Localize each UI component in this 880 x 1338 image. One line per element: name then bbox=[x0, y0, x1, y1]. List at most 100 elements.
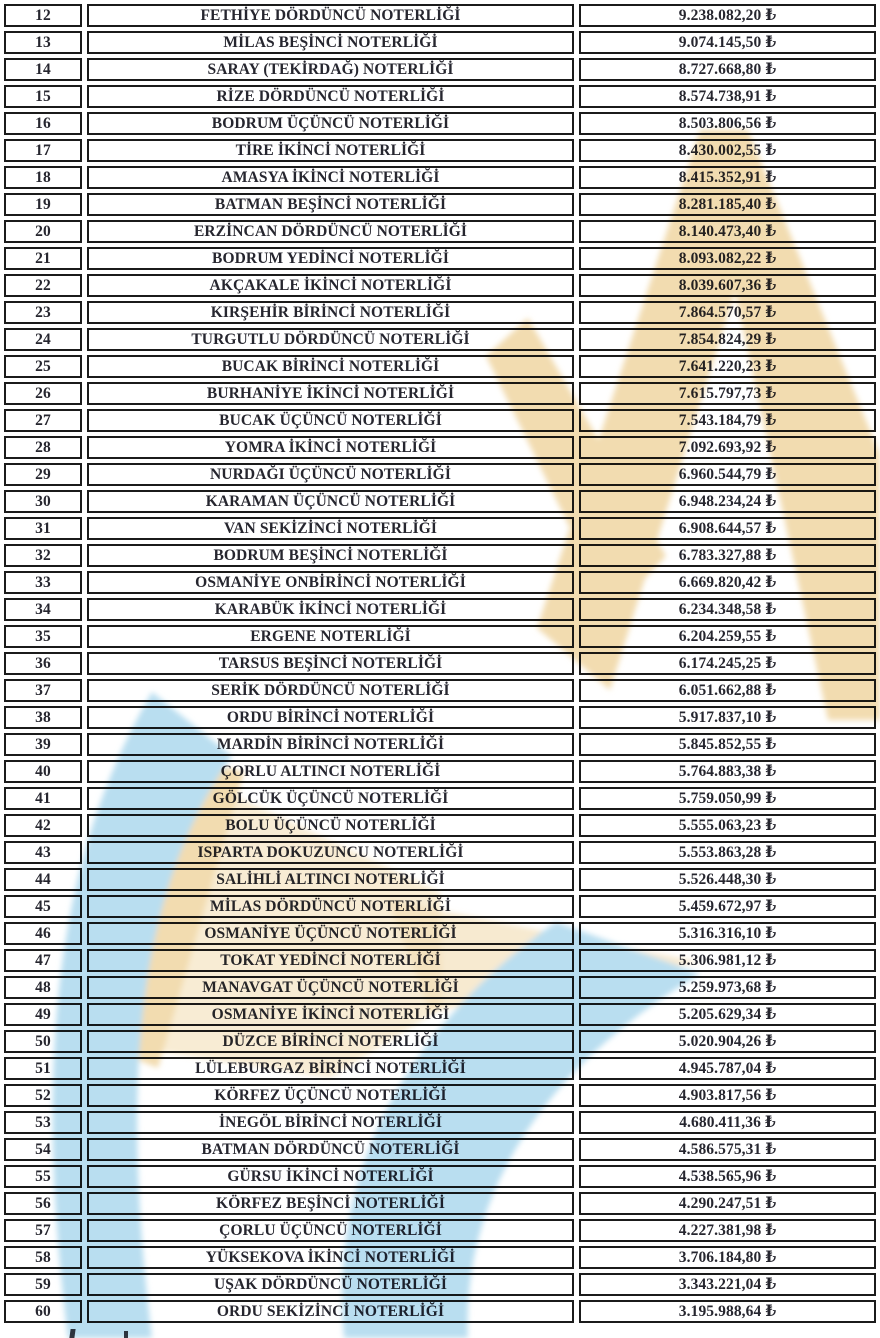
table-row: 39 MARDİN BİRİNCİ NOTERLİĞİ 5.845.852,55… bbox=[4, 733, 876, 756]
amount-cell: 5.306.981,12 ₺ bbox=[579, 949, 876, 972]
rank-cell: 19 bbox=[4, 193, 82, 216]
letter-top-mark bbox=[124, 1331, 128, 1338]
amount-cell: 8.093.082,22 ₺ bbox=[579, 247, 876, 270]
table-row: 40 ÇORLU ALTINCI NOTERLİĞİ 5.764.883,38 … bbox=[4, 760, 876, 783]
table-row: 58 YÜKSEKOVA İKİNCİ NOTERLİĞİ 3.706.184,… bbox=[4, 1246, 876, 1269]
notary-name-cell: TİRE İKİNCİ NOTERLİĞİ bbox=[87, 139, 574, 162]
notary-name-cell: ÇORLU ÜÇÜNCÜ NOTERLİĞİ bbox=[87, 1219, 574, 1242]
notary-name-cell: MİLAS BEŞİNCİ NOTERLİĞİ bbox=[87, 31, 574, 54]
table-row: 25 BUCAK BİRİNCİ NOTERLİĞİ 7.641.220,23 … bbox=[4, 355, 876, 378]
notary-name-cell: FETHİYE DÖRDÜNCÜ NOTERLİĞİ bbox=[87, 4, 574, 27]
amount-cell: 4.290.247,51 ₺ bbox=[579, 1192, 876, 1215]
amount-cell: 8.140.473,40 ₺ bbox=[579, 220, 876, 243]
table-row: 12 FETHİYE DÖRDÜNCÜ NOTERLİĞİ 9.238.082,… bbox=[4, 4, 876, 27]
notary-name-cell: GÜRSU İKİNCİ NOTERLİĞİ bbox=[87, 1165, 574, 1188]
letter-top-mark bbox=[69, 1329, 76, 1338]
table-row: 47 TOKAT YEDİNCİ NOTERLİĞİ 5.306.981,12 … bbox=[4, 949, 876, 972]
notary-name-cell: BURHANİYE İKİNCİ NOTERLİĞİ bbox=[87, 382, 574, 405]
table-row: 54 BATMAN DÖRDÜNCÜ NOTERLİĞİ 4.586.575,3… bbox=[4, 1138, 876, 1161]
amount-cell: 7.092.693,92 ₺ bbox=[579, 436, 876, 459]
amount-cell: 5.316.316,10 ₺ bbox=[579, 922, 876, 945]
rank-cell: 42 bbox=[4, 814, 82, 837]
rank-cell: 12 bbox=[4, 4, 82, 27]
amount-cell: 6.051.662,88 ₺ bbox=[579, 679, 876, 702]
table-row: 24 TURGUTLU DÖRDÜNCÜ NOTERLİĞİ 7.854.824… bbox=[4, 328, 876, 351]
table-row: 55 GÜRSU İKİNCİ NOTERLİĞİ 4.538.565,96 ₺ bbox=[4, 1165, 876, 1188]
amount-cell: 8.574.738,91 ₺ bbox=[579, 85, 876, 108]
notary-name-cell: ISPARTA DOKUZUNCU NOTERLİĞİ bbox=[87, 841, 574, 864]
table-row: 19 BATMAN BEŞİNCİ NOTERLİĞİ 8.281.185,40… bbox=[4, 193, 876, 216]
table-row: 51 LÜLEBURGAZ BİRİNCİ NOTERLİĞİ 4.945.78… bbox=[4, 1057, 876, 1080]
notary-name-cell: SARAY (TEKİRDAĞ) NOTERLİĞİ bbox=[87, 58, 574, 81]
amount-cell: 6.783.327,88 ₺ bbox=[579, 544, 876, 567]
amount-cell: 7.864.570,57 ₺ bbox=[579, 301, 876, 324]
notary-name-cell: BOLU ÜÇÜNCÜ NOTERLİĞİ bbox=[87, 814, 574, 837]
notary-name-cell: İNEGÖL BİRİNCİ NOTERLİĞİ bbox=[87, 1111, 574, 1134]
amount-cell: 3.343.221,04 ₺ bbox=[579, 1273, 876, 1296]
amount-cell: 5.764.883,38 ₺ bbox=[579, 760, 876, 783]
rank-cell: 55 bbox=[4, 1165, 82, 1188]
amount-cell: 5.020.904,26 ₺ bbox=[579, 1030, 876, 1053]
amount-cell: 7.615.797,73 ₺ bbox=[579, 382, 876, 405]
amount-cell: 9.074.145,50 ₺ bbox=[579, 31, 876, 54]
amount-cell: 9.238.082,20 ₺ bbox=[579, 4, 876, 27]
notary-name-cell: OSMANİYE ONBİRİNCİ NOTERLİĞİ bbox=[87, 571, 574, 594]
amount-cell: 5.917.837,10 ₺ bbox=[579, 706, 876, 729]
amount-cell: 4.227.381,98 ₺ bbox=[579, 1219, 876, 1242]
rank-cell: 33 bbox=[4, 571, 82, 594]
table-row: 45 MİLAS DÖRDÜNCÜ NOTERLİĞİ 5.459.672,97… bbox=[4, 895, 876, 918]
notary-name-cell: KARAMAN ÜÇÜNCÜ NOTERLİĞİ bbox=[87, 490, 574, 513]
table-row: 14 SARAY (TEKİRDAĞ) NOTERLİĞİ 8.727.668,… bbox=[4, 58, 876, 81]
rank-cell: 51 bbox=[4, 1057, 82, 1080]
rank-cell: 16 bbox=[4, 112, 82, 135]
notary-name-cell: BUCAK BİRİNCİ NOTERLİĞİ bbox=[87, 355, 574, 378]
notary-name-cell: ÇORLU ALTINCI NOTERLİĞİ bbox=[87, 760, 574, 783]
amount-cell: 4.903.817,56 ₺ bbox=[579, 1084, 876, 1107]
amount-cell: 6.234.348,58 ₺ bbox=[579, 598, 876, 621]
rank-cell: 37 bbox=[4, 679, 82, 702]
notary-name-cell: ERGENE NOTERLİĞİ bbox=[87, 625, 574, 648]
rank-cell: 46 bbox=[4, 922, 82, 945]
amount-cell: 5.555.063,23 ₺ bbox=[579, 814, 876, 837]
rank-cell: 38 bbox=[4, 706, 82, 729]
amount-cell: 3.706.184,80 ₺ bbox=[579, 1246, 876, 1269]
notary-name-cell: ERZİNCAN DÖRDÜNCÜ NOTERLİĞİ bbox=[87, 220, 574, 243]
rank-cell: 24 bbox=[4, 328, 82, 351]
notary-name-cell: TURGUTLU DÖRDÜNCÜ NOTERLİĞİ bbox=[87, 328, 574, 351]
rank-cell: 21 bbox=[4, 247, 82, 270]
table-row: 57 ÇORLU ÜÇÜNCÜ NOTERLİĞİ 4.227.381,98 ₺ bbox=[4, 1219, 876, 1242]
rank-cell: 40 bbox=[4, 760, 82, 783]
rank-cell: 39 bbox=[4, 733, 82, 756]
amount-cell: 7.854.824,29 ₺ bbox=[579, 328, 876, 351]
amount-cell: 5.259.973,68 ₺ bbox=[579, 976, 876, 999]
rank-cell: 18 bbox=[4, 166, 82, 189]
notary-name-cell: BATMAN BEŞİNCİ NOTERLİĞİ bbox=[87, 193, 574, 216]
table-row: 49 OSMANİYE İKİNCİ NOTERLİĞİ 5.205.629,3… bbox=[4, 1003, 876, 1026]
notary-name-cell: KÖRFEZ BEŞİNCİ NOTERLİĞİ bbox=[87, 1192, 574, 1215]
amount-cell: 4.680.411,36 ₺ bbox=[579, 1111, 876, 1134]
amount-cell: 6.960.544,79 ₺ bbox=[579, 463, 876, 486]
amount-cell: 8.281.185,40 ₺ bbox=[579, 193, 876, 216]
rank-cell: 58 bbox=[4, 1246, 82, 1269]
rank-cell: 26 bbox=[4, 382, 82, 405]
amount-cell: 8.727.668,80 ₺ bbox=[579, 58, 876, 81]
table-row: 17 TİRE İKİNCİ NOTERLİĞİ 8.430.002,55 ₺ bbox=[4, 139, 876, 162]
amount-cell: 8.503.806,56 ₺ bbox=[579, 112, 876, 135]
cut-off-text-fragment bbox=[52, 1328, 172, 1338]
rank-cell: 17 bbox=[4, 139, 82, 162]
notary-name-cell: MİLAS DÖRDÜNCÜ NOTERLİĞİ bbox=[87, 895, 574, 918]
amount-cell: 6.908.644,57 ₺ bbox=[579, 517, 876, 540]
notary-name-cell: UŞAK DÖRDÜNCÜ NOTERLİĞİ bbox=[87, 1273, 574, 1296]
table-row: 13 MİLAS BEŞİNCİ NOTERLİĞİ 9.074.145,50 … bbox=[4, 31, 876, 54]
amount-cell: 3.195.988,64 ₺ bbox=[579, 1300, 876, 1323]
table-row: 52 KÖRFEZ ÜÇÜNCÜ NOTERLİĞİ 4.903.817,56 … bbox=[4, 1084, 876, 1107]
table-row: 35 ERGENE NOTERLİĞİ 6.204.259,55 ₺ bbox=[4, 625, 876, 648]
rank-cell: 54 bbox=[4, 1138, 82, 1161]
amount-cell: 4.538.565,96 ₺ bbox=[579, 1165, 876, 1188]
table-row: 32 BODRUM BEŞİNCİ NOTERLİĞİ 6.783.327,88… bbox=[4, 544, 876, 567]
notary-name-cell: SALİHLİ ALTINCI NOTERLİĞİ bbox=[87, 868, 574, 891]
rank-cell: 20 bbox=[4, 220, 82, 243]
notary-name-cell: BODRUM YEDİNCİ NOTERLİĞİ bbox=[87, 247, 574, 270]
amount-cell: 8.415.352,91 ₺ bbox=[579, 166, 876, 189]
rank-cell: 52 bbox=[4, 1084, 82, 1107]
